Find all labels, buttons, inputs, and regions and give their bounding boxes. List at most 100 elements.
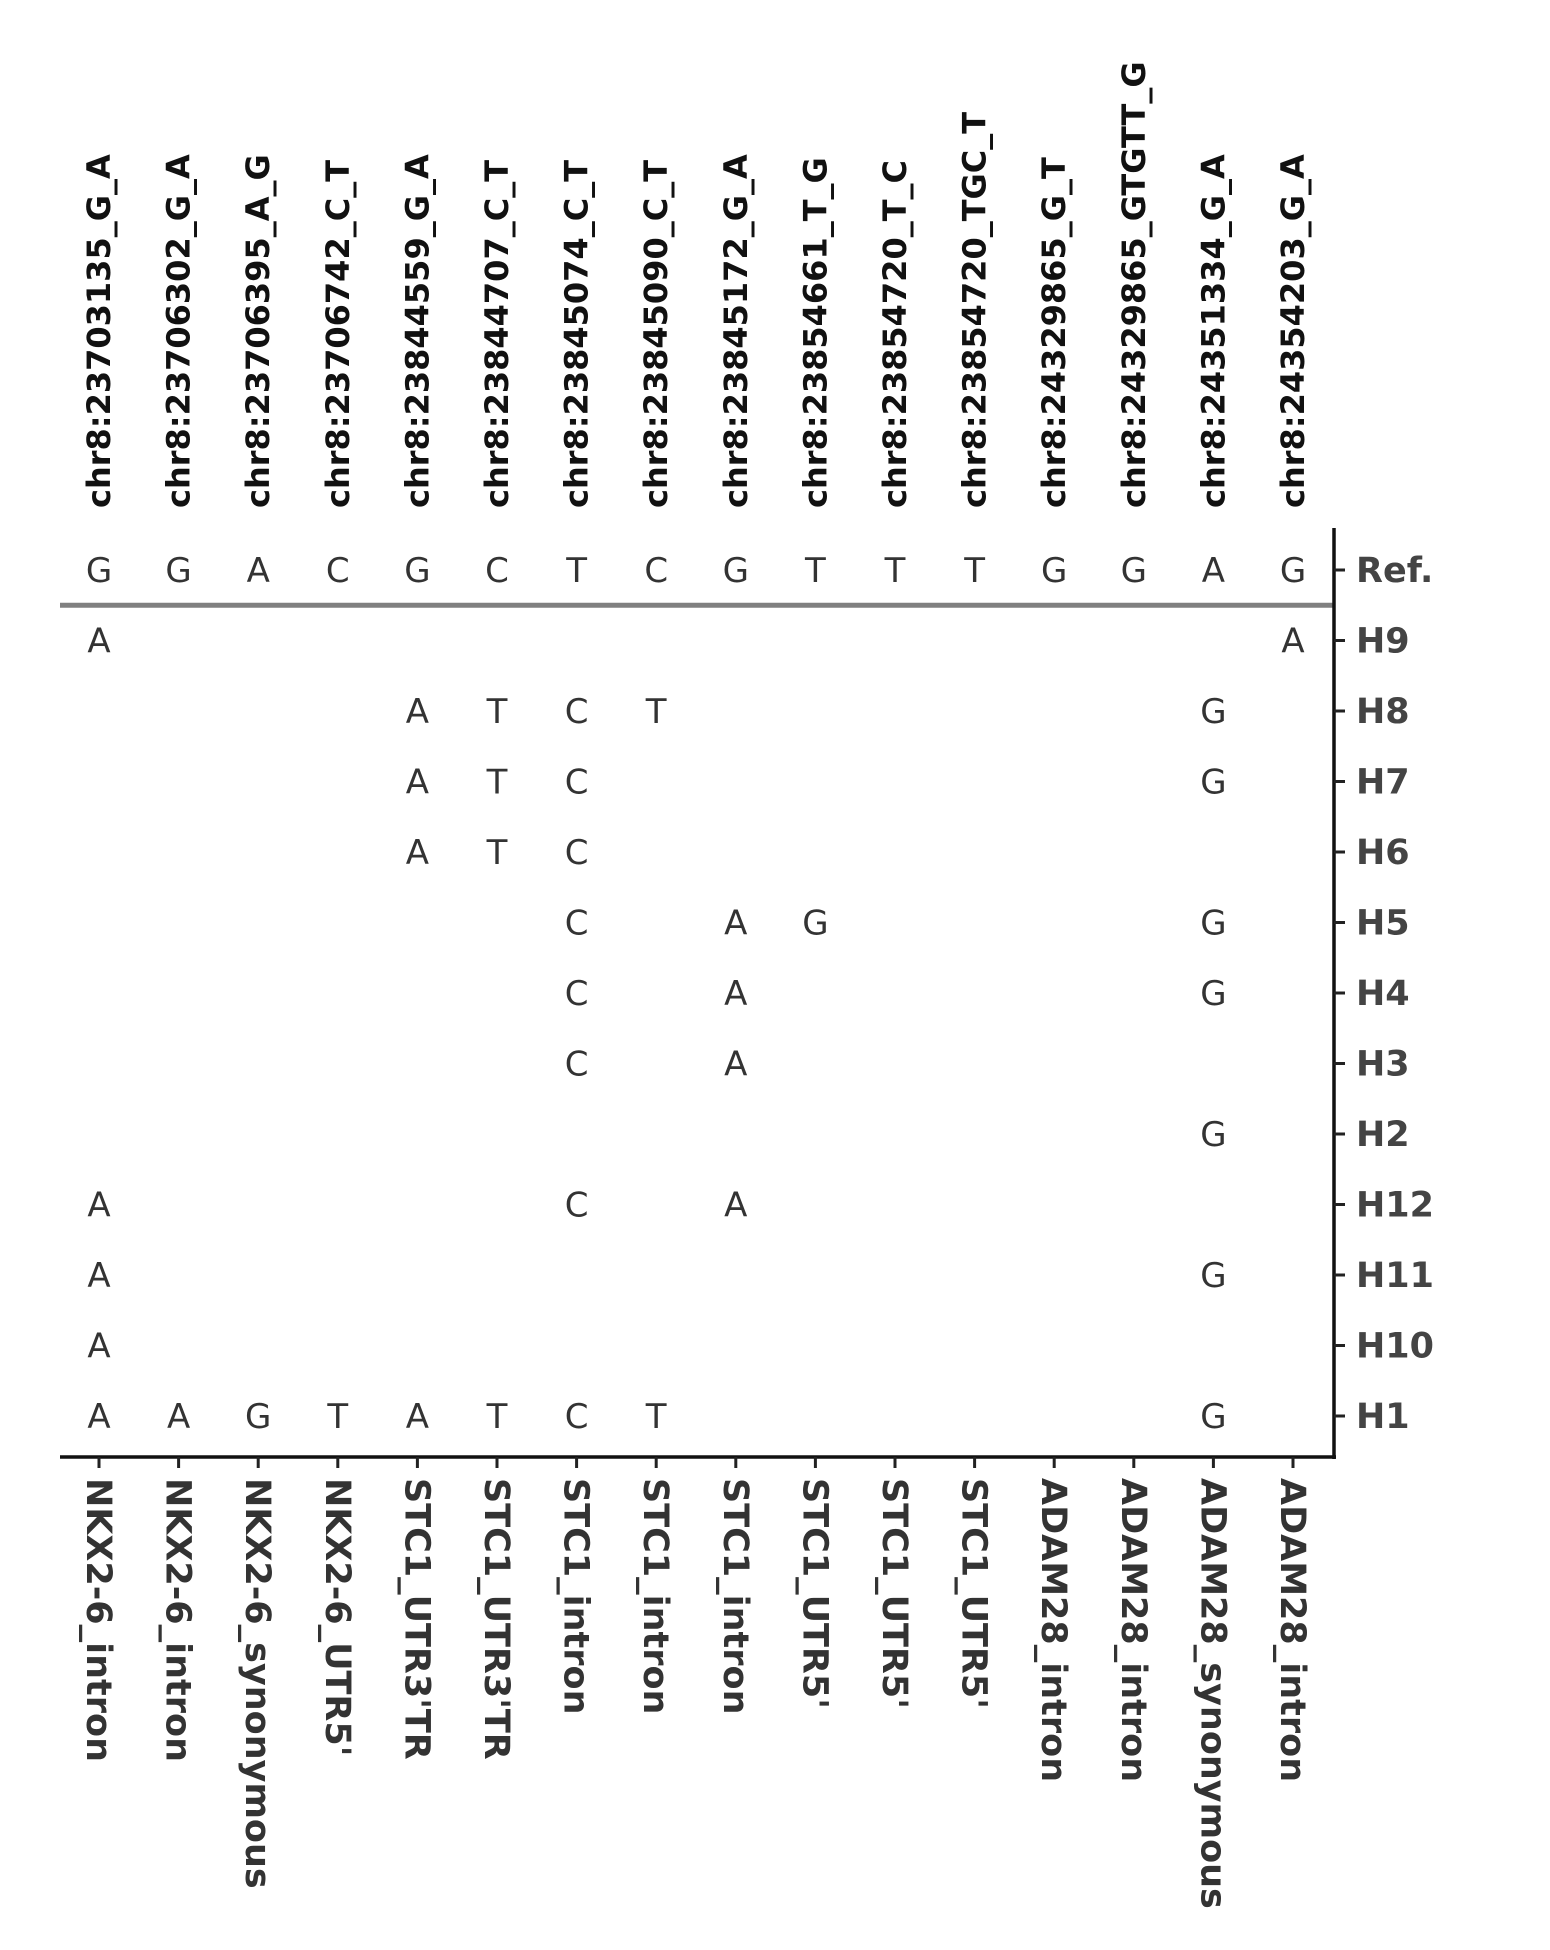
allele-cell: C	[644, 551, 668, 591]
allele-cell: A	[406, 692, 429, 732]
annotation-label: ADAM28_synonymous	[1192, 1478, 1232, 1909]
annotation-label: STC1_intron	[556, 1478, 596, 1715]
allele-cell: C	[565, 833, 589, 873]
haplotype-label: H8	[1356, 692, 1410, 732]
haplotype-label: H4	[1356, 974, 1410, 1014]
allele-cell: A	[87, 1256, 110, 1296]
haplotype-label: H12	[1356, 1186, 1434, 1226]
variant-label: chr8:23845090_C_T	[637, 160, 675, 508]
allele-cell: A	[406, 1397, 429, 1437]
variant-label: chr8:23854720_TGC_T	[956, 112, 994, 508]
annotation-label: STC1_UTR3'TR	[476, 1478, 516, 1760]
allele-cell: G	[1200, 1256, 1226, 1296]
variant-label: chr8:24354203_G_A	[1274, 154, 1312, 508]
allele-cell: G	[1121, 551, 1147, 591]
allele-cell: C	[485, 551, 509, 591]
annotation-label: ADAM28_intron	[1272, 1478, 1312, 1782]
allele-cell: G	[1280, 551, 1306, 591]
allele-cell: A	[406, 833, 429, 873]
variant-label: chr8:24329865_G_T	[1035, 157, 1073, 508]
allele-cell: A	[167, 1397, 190, 1437]
allele-cell: C	[565, 1045, 589, 1085]
allele-cell: A	[87, 1186, 110, 1226]
annotation-label: STC1_UTR5'	[954, 1478, 994, 1709]
allele-cell: T	[486, 833, 508, 873]
allele-cell: C	[565, 1397, 589, 1437]
allele-cell: G	[1200, 974, 1226, 1014]
allele-cell: G	[723, 551, 749, 591]
allele-cell: G	[1200, 904, 1226, 944]
allele-cell: C	[565, 904, 589, 944]
annotation-label: ADAM28_intron	[1033, 1478, 1073, 1782]
annotation-label: NKX2-6_synonymous	[237, 1478, 277, 1889]
allele-cell: G	[802, 904, 828, 944]
allele-cell: T	[486, 763, 508, 803]
allele-cell: C	[565, 974, 589, 1014]
haplotype-label: Ref.	[1356, 551, 1433, 591]
allele-cell: G	[1200, 1397, 1226, 1437]
allele-cell: A	[247, 551, 270, 591]
haplotype-label: H3	[1356, 1045, 1410, 1085]
allele-cell: C	[326, 551, 350, 591]
variant-label: chr8:23845074_C_T	[558, 160, 596, 508]
allele-cell: T	[884, 551, 906, 591]
variant-label: chr8:24329865_GTGTT_G	[1115, 61, 1153, 508]
annotation-label: NKX2-6_UTR5'	[317, 1478, 357, 1756]
variant-label: chr8:23854720_T_C	[876, 160, 914, 508]
allele-cells: G G A C G C T C G T T T G G A GA AA T C T GA T C GA T CC A G GC A GC AG…	[86, 551, 1306, 1437]
variant-label: chr8:23706395_A_G	[239, 154, 277, 508]
variant-label: chr8:24351334_G_A	[1194, 154, 1232, 508]
allele-cell: T	[486, 1397, 508, 1437]
allele-cell: A	[1281, 622, 1304, 662]
haplotype-label: H11	[1356, 1256, 1434, 1296]
annotation-labels: NKX2-6_intron NKX2-6_intron NKX2-6_synonym…	[78, 1478, 1312, 1909]
allele-cell: A	[724, 904, 747, 944]
allele-cell: G	[245, 1397, 271, 1437]
variant-label: chr8:23703135_G_A	[80, 154, 118, 508]
annotation-label: STC1_intron	[715, 1478, 755, 1715]
allele-cell: C	[565, 763, 589, 803]
allele-cell: T	[963, 551, 985, 591]
variant-label: chr8:23854661_T_G	[796, 157, 834, 508]
allele-cell: C	[565, 1186, 589, 1226]
annotation-label: STC1_intron	[635, 1478, 675, 1715]
annotation-label: NKX2-6_intron	[158, 1478, 198, 1762]
haplotype-label: H10	[1356, 1327, 1434, 1367]
allele-cell: A	[406, 763, 429, 803]
allele-cell: A	[87, 622, 110, 662]
allele-cell: A	[724, 1045, 747, 1085]
haplotype-labels: Ref. H9 H8 H7 H6 H5 H4 H3 H2 H12 H11 H10 H1	[1356, 551, 1434, 1437]
variant-labels: chr8:23703135_G_A chr8:23706302_G_A chr8:2…	[80, 61, 1312, 508]
axes	[60, 528, 1345, 1468]
allele-cell: G	[404, 551, 430, 591]
haplotype-label: H2	[1356, 1115, 1410, 1155]
allele-cell: A	[724, 1186, 747, 1226]
allele-cell: G	[165, 551, 191, 591]
allele-cell: T	[565, 551, 587, 591]
annotation-label: NKX2-6_intron	[78, 1478, 118, 1762]
variant-label: chr8:23845172_G_A	[717, 154, 755, 508]
allele-cell: C	[565, 692, 589, 732]
annotation-label: STC1_UTR5'	[794, 1478, 834, 1709]
variant-label: chr8:23844559_G_A	[398, 154, 436, 508]
allele-cell: T	[326, 1397, 348, 1437]
allele-cell: T	[486, 692, 508, 732]
annotation-label: STC1_UTR3'TR	[396, 1478, 436, 1760]
allele-cell: T	[804, 551, 826, 591]
allele-cell: A	[87, 1397, 110, 1437]
variant-label: chr8:23706302_G_A	[160, 154, 198, 508]
annotation-label: STC1_UTR5'	[874, 1478, 914, 1709]
haplotype-label: H1	[1356, 1397, 1410, 1437]
allele-cell: G	[1200, 1115, 1226, 1155]
allele-cell: G	[1200, 763, 1226, 803]
allele-cell: G	[1041, 551, 1067, 591]
allele-cell: T	[645, 692, 667, 732]
haplotype-label: H7	[1356, 763, 1410, 803]
allele-cell: G	[86, 551, 112, 591]
variant-label: chr8:23844707_C_T	[478, 160, 516, 508]
allele-cell: A	[87, 1327, 110, 1367]
allele-cell: A	[1202, 551, 1225, 591]
allele-cell: T	[645, 1397, 667, 1437]
haplotype-label: H9	[1356, 622, 1410, 662]
